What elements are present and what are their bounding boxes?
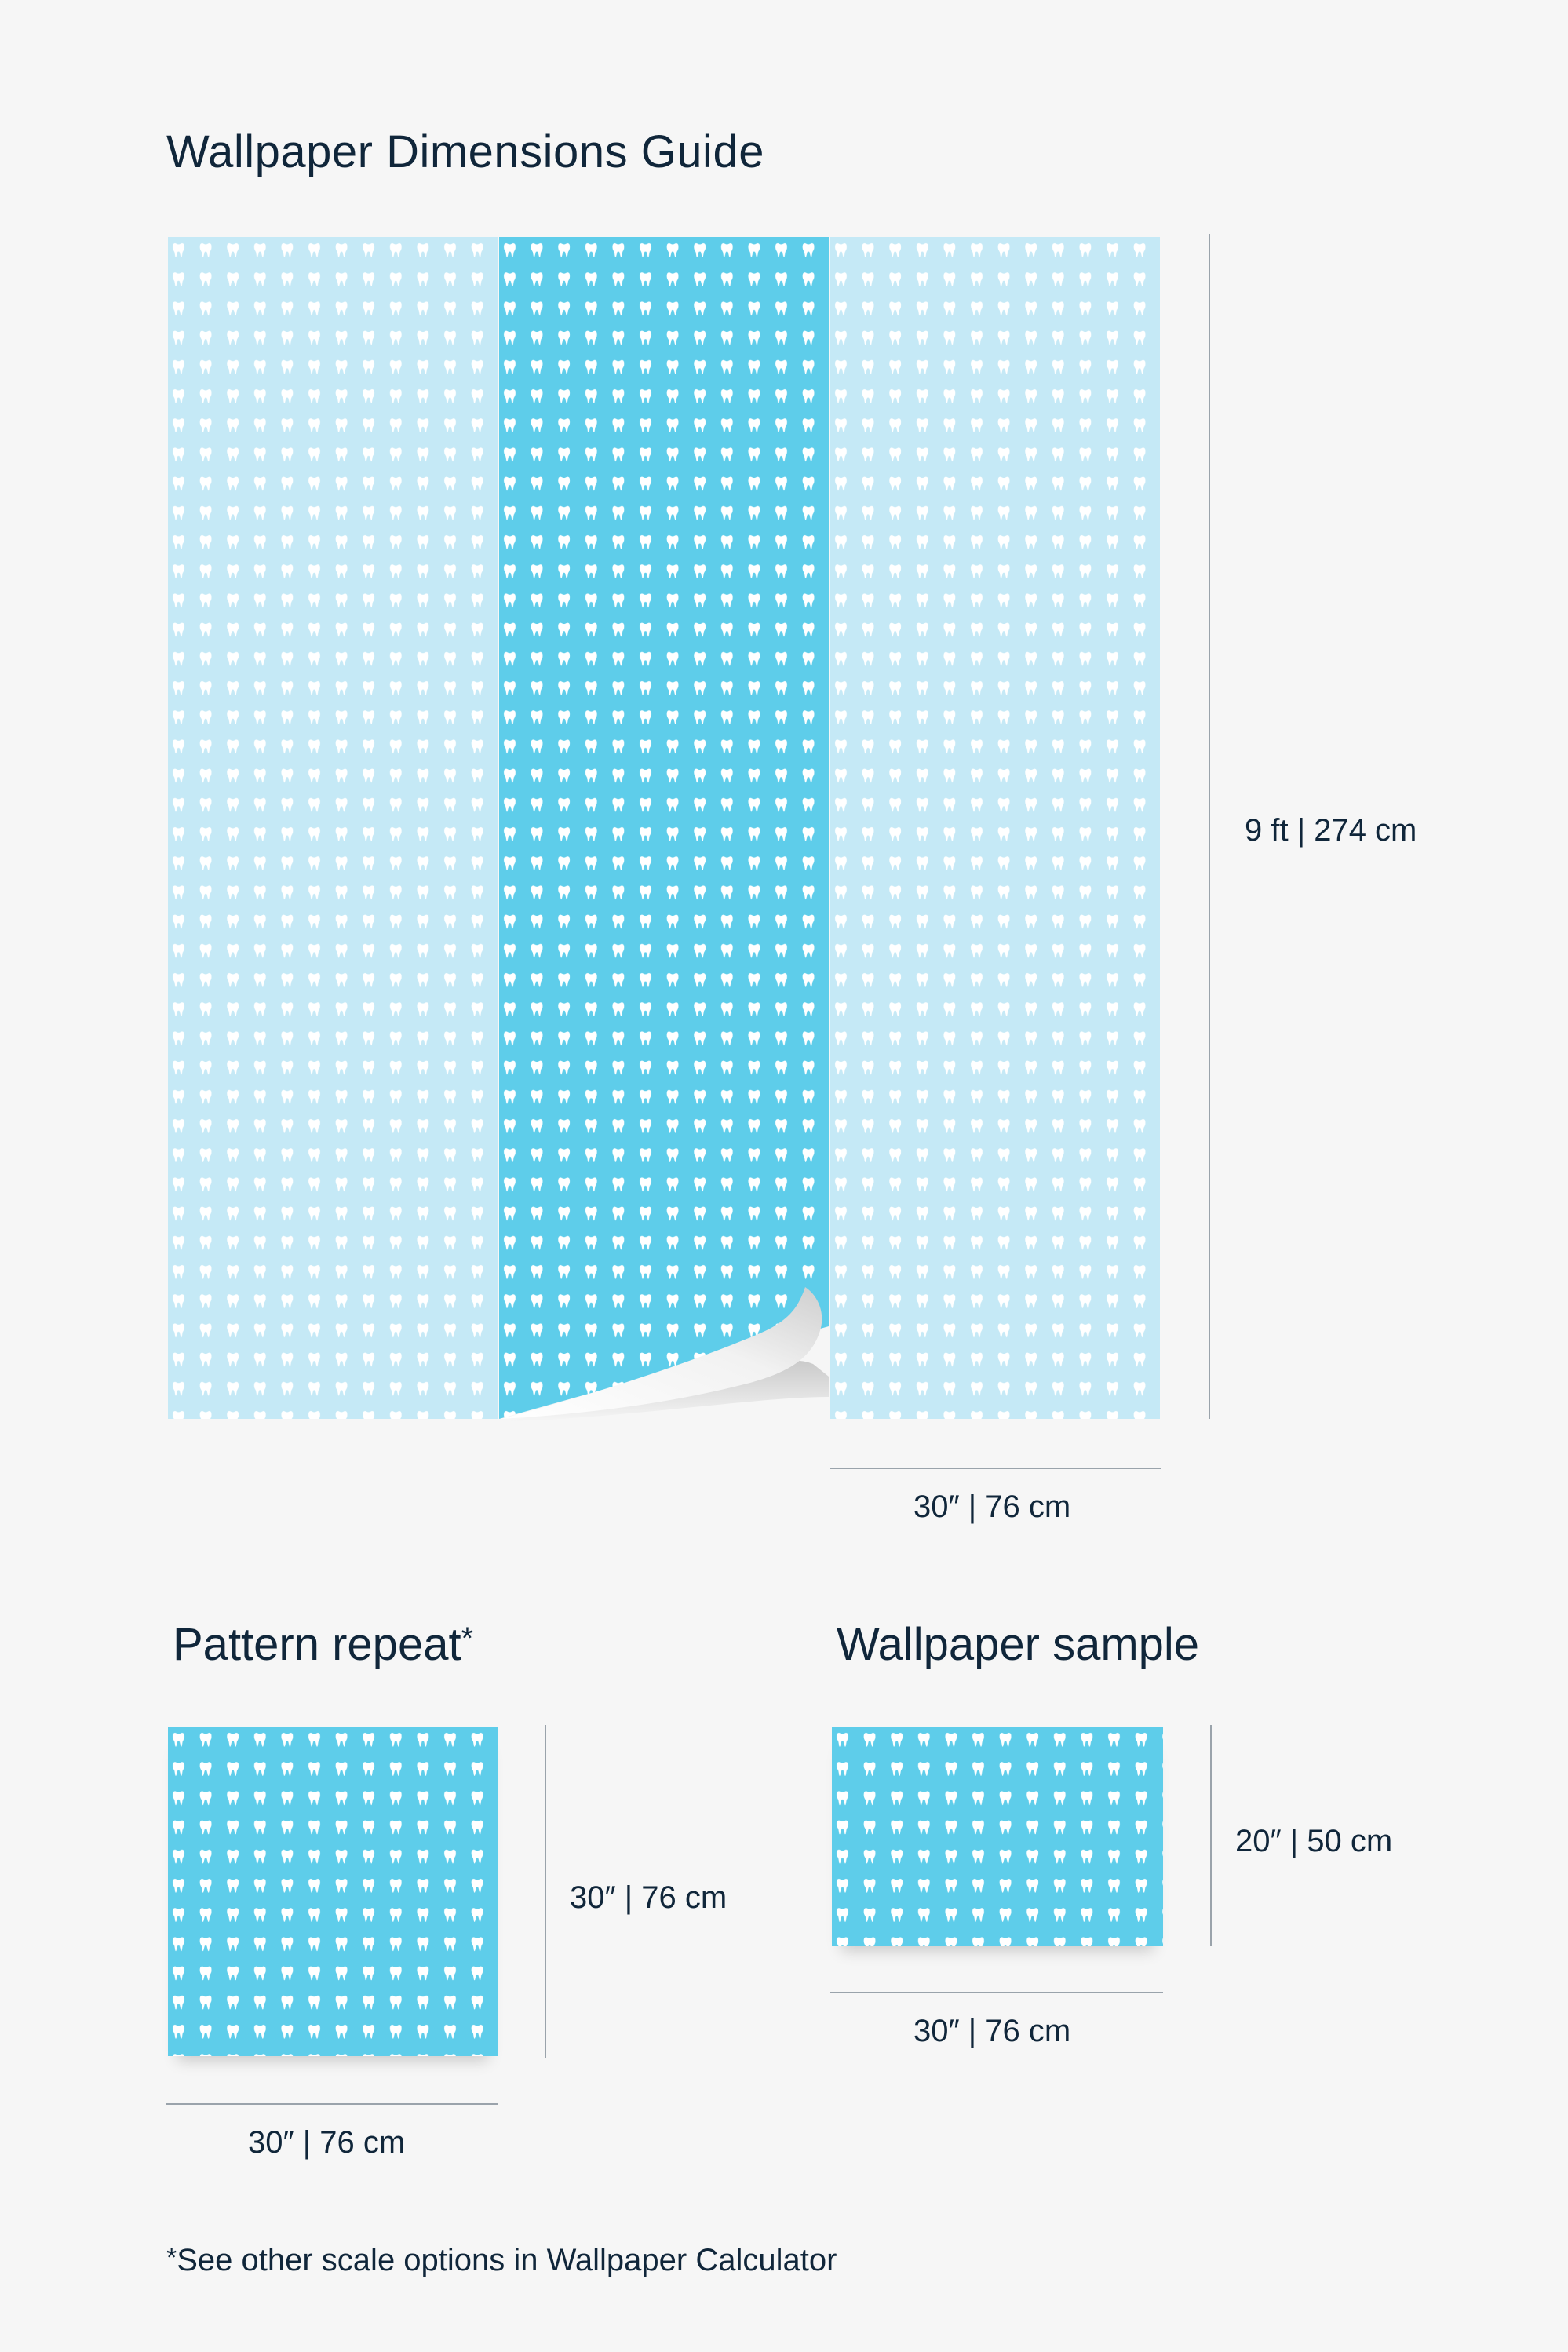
- pattern-repeat-swatch: [168, 1727, 498, 2056]
- tooth-pattern-center: [499, 237, 829, 1419]
- tooth-pattern-repeat: [168, 1727, 498, 2056]
- width-dimension-line: [830, 1468, 1161, 1469]
- width-dimension-label: 30″ | 76 cm: [913, 1490, 1071, 1524]
- wallpaper-sample-width-label: 30″ | 76 cm: [913, 2014, 1071, 2048]
- wallpaper-panel-left: [168, 237, 498, 1419]
- pattern-repeat-heading: Pattern repeat*: [173, 1618, 473, 1671]
- footnote: *See other scale options in Wallpaper Ca…: [166, 2243, 837, 2278]
- wallpaper-sample-height-label: 20″ | 50 cm: [1235, 1824, 1393, 1858]
- wallpaper-sample-width-line: [830, 1992, 1163, 1993]
- pattern-repeat-height-label: 30″ | 76 cm: [570, 1880, 727, 1915]
- wallpaper-panel-center: [499, 237, 829, 1419]
- footnote-asterisk: *: [166, 2243, 177, 2273]
- pattern-repeat-asterisk: *: [461, 1621, 474, 1656]
- height-dimension-line: [1209, 234, 1210, 1419]
- page-title: Wallpaper Dimensions Guide: [166, 126, 764, 177]
- tooth-pattern-sample: [832, 1727, 1163, 1946]
- pattern-repeat-height-line: [545, 1725, 546, 2058]
- pattern-repeat-width-line: [166, 2103, 498, 2105]
- tooth-pattern-right: [830, 237, 1160, 1419]
- wallpaper-sample-swatch: [832, 1727, 1163, 1946]
- pattern-repeat-width-label: 30″ | 76 cm: [248, 2125, 406, 2160]
- pattern-repeat-heading-text: Pattern repeat: [173, 1619, 461, 1670]
- wallpaper-panel-right: [830, 237, 1160, 1419]
- peeling-corner-curl: [499, 1287, 829, 1422]
- wallpaper-sample-height-line: [1210, 1725, 1212, 1946]
- wallpaper-sample-heading: Wallpaper sample: [837, 1619, 1200, 1670]
- tooth-pattern-left: [168, 237, 498, 1419]
- footnote-text: See other scale options in Wallpaper Cal…: [177, 2243, 837, 2277]
- height-dimension-label: 9 ft | 274 cm: [1245, 813, 1417, 848]
